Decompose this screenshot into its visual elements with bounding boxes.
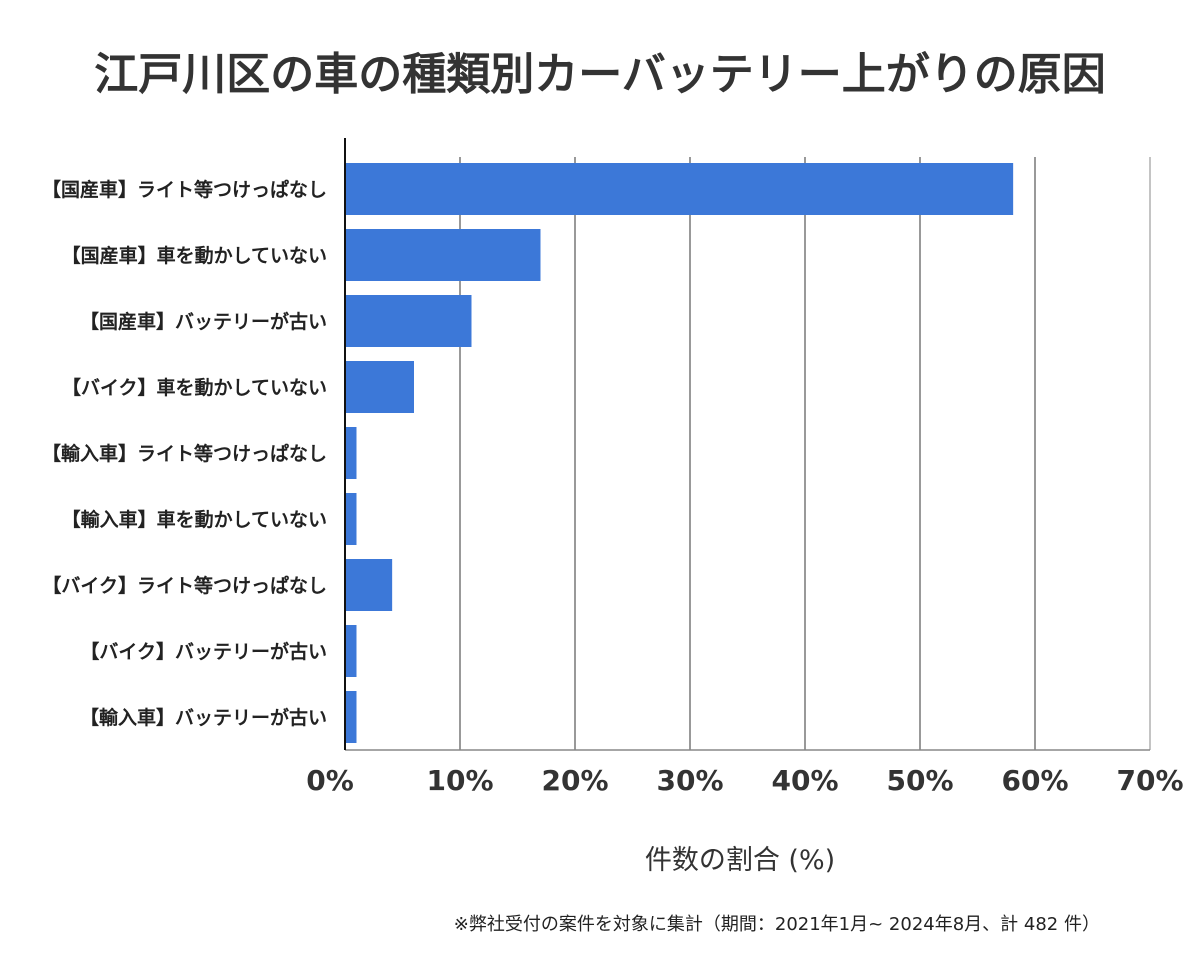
x-axis-label: 件数の割合 (%) — [644, 845, 836, 876]
y-tick-label: 【バイク】バッテリーが古い — [80, 640, 327, 663]
footnote: ※弊社受付の案件を対象に集計（期間：2021年1月~ 2024年8月、計 482… — [453, 914, 1100, 935]
bar — [345, 361, 414, 413]
bar — [345, 229, 541, 281]
x-tick-label: 20% — [541, 764, 608, 797]
bar — [345, 559, 393, 611]
y-tick-label: 【国産車】ライト等つけっぱなし — [42, 178, 327, 201]
x-tick-label: 30% — [656, 764, 723, 797]
x-tick-label: 0% — [306, 764, 354, 797]
x-tick-label: 60% — [1001, 764, 1068, 797]
x-tick-label: 10% — [426, 764, 493, 797]
bar — [345, 493, 357, 545]
y-tick-label: 【輸入車】バッテリーが古い — [80, 706, 327, 729]
y-tick-label: 【輸入車】車を動かしていない — [62, 508, 327, 531]
y-tick-label: 【バイク】ライト等つけっぱなし — [42, 574, 327, 597]
y-tick-label: 【国産車】バッテリーが古い — [80, 310, 327, 333]
bar — [345, 427, 357, 479]
chart-title: 江戸川区の車の種類別カーバッテリー上がりの原因 — [94, 49, 1106, 100]
bar — [345, 691, 357, 743]
bar — [345, 295, 472, 347]
y-tick-label: 【バイク】車を動かしていない — [62, 376, 327, 399]
bar — [345, 163, 1014, 215]
bar — [345, 625, 357, 677]
y-tick-label: 【輸入車】ライト等つけっぱなし — [42, 442, 327, 465]
x-tick-label: 50% — [886, 764, 953, 797]
y-tick-label: 【国産車】車を動かしていない — [62, 244, 327, 267]
x-tick-label: 70% — [1116, 764, 1183, 797]
x-tick-label: 40% — [771, 764, 838, 797]
